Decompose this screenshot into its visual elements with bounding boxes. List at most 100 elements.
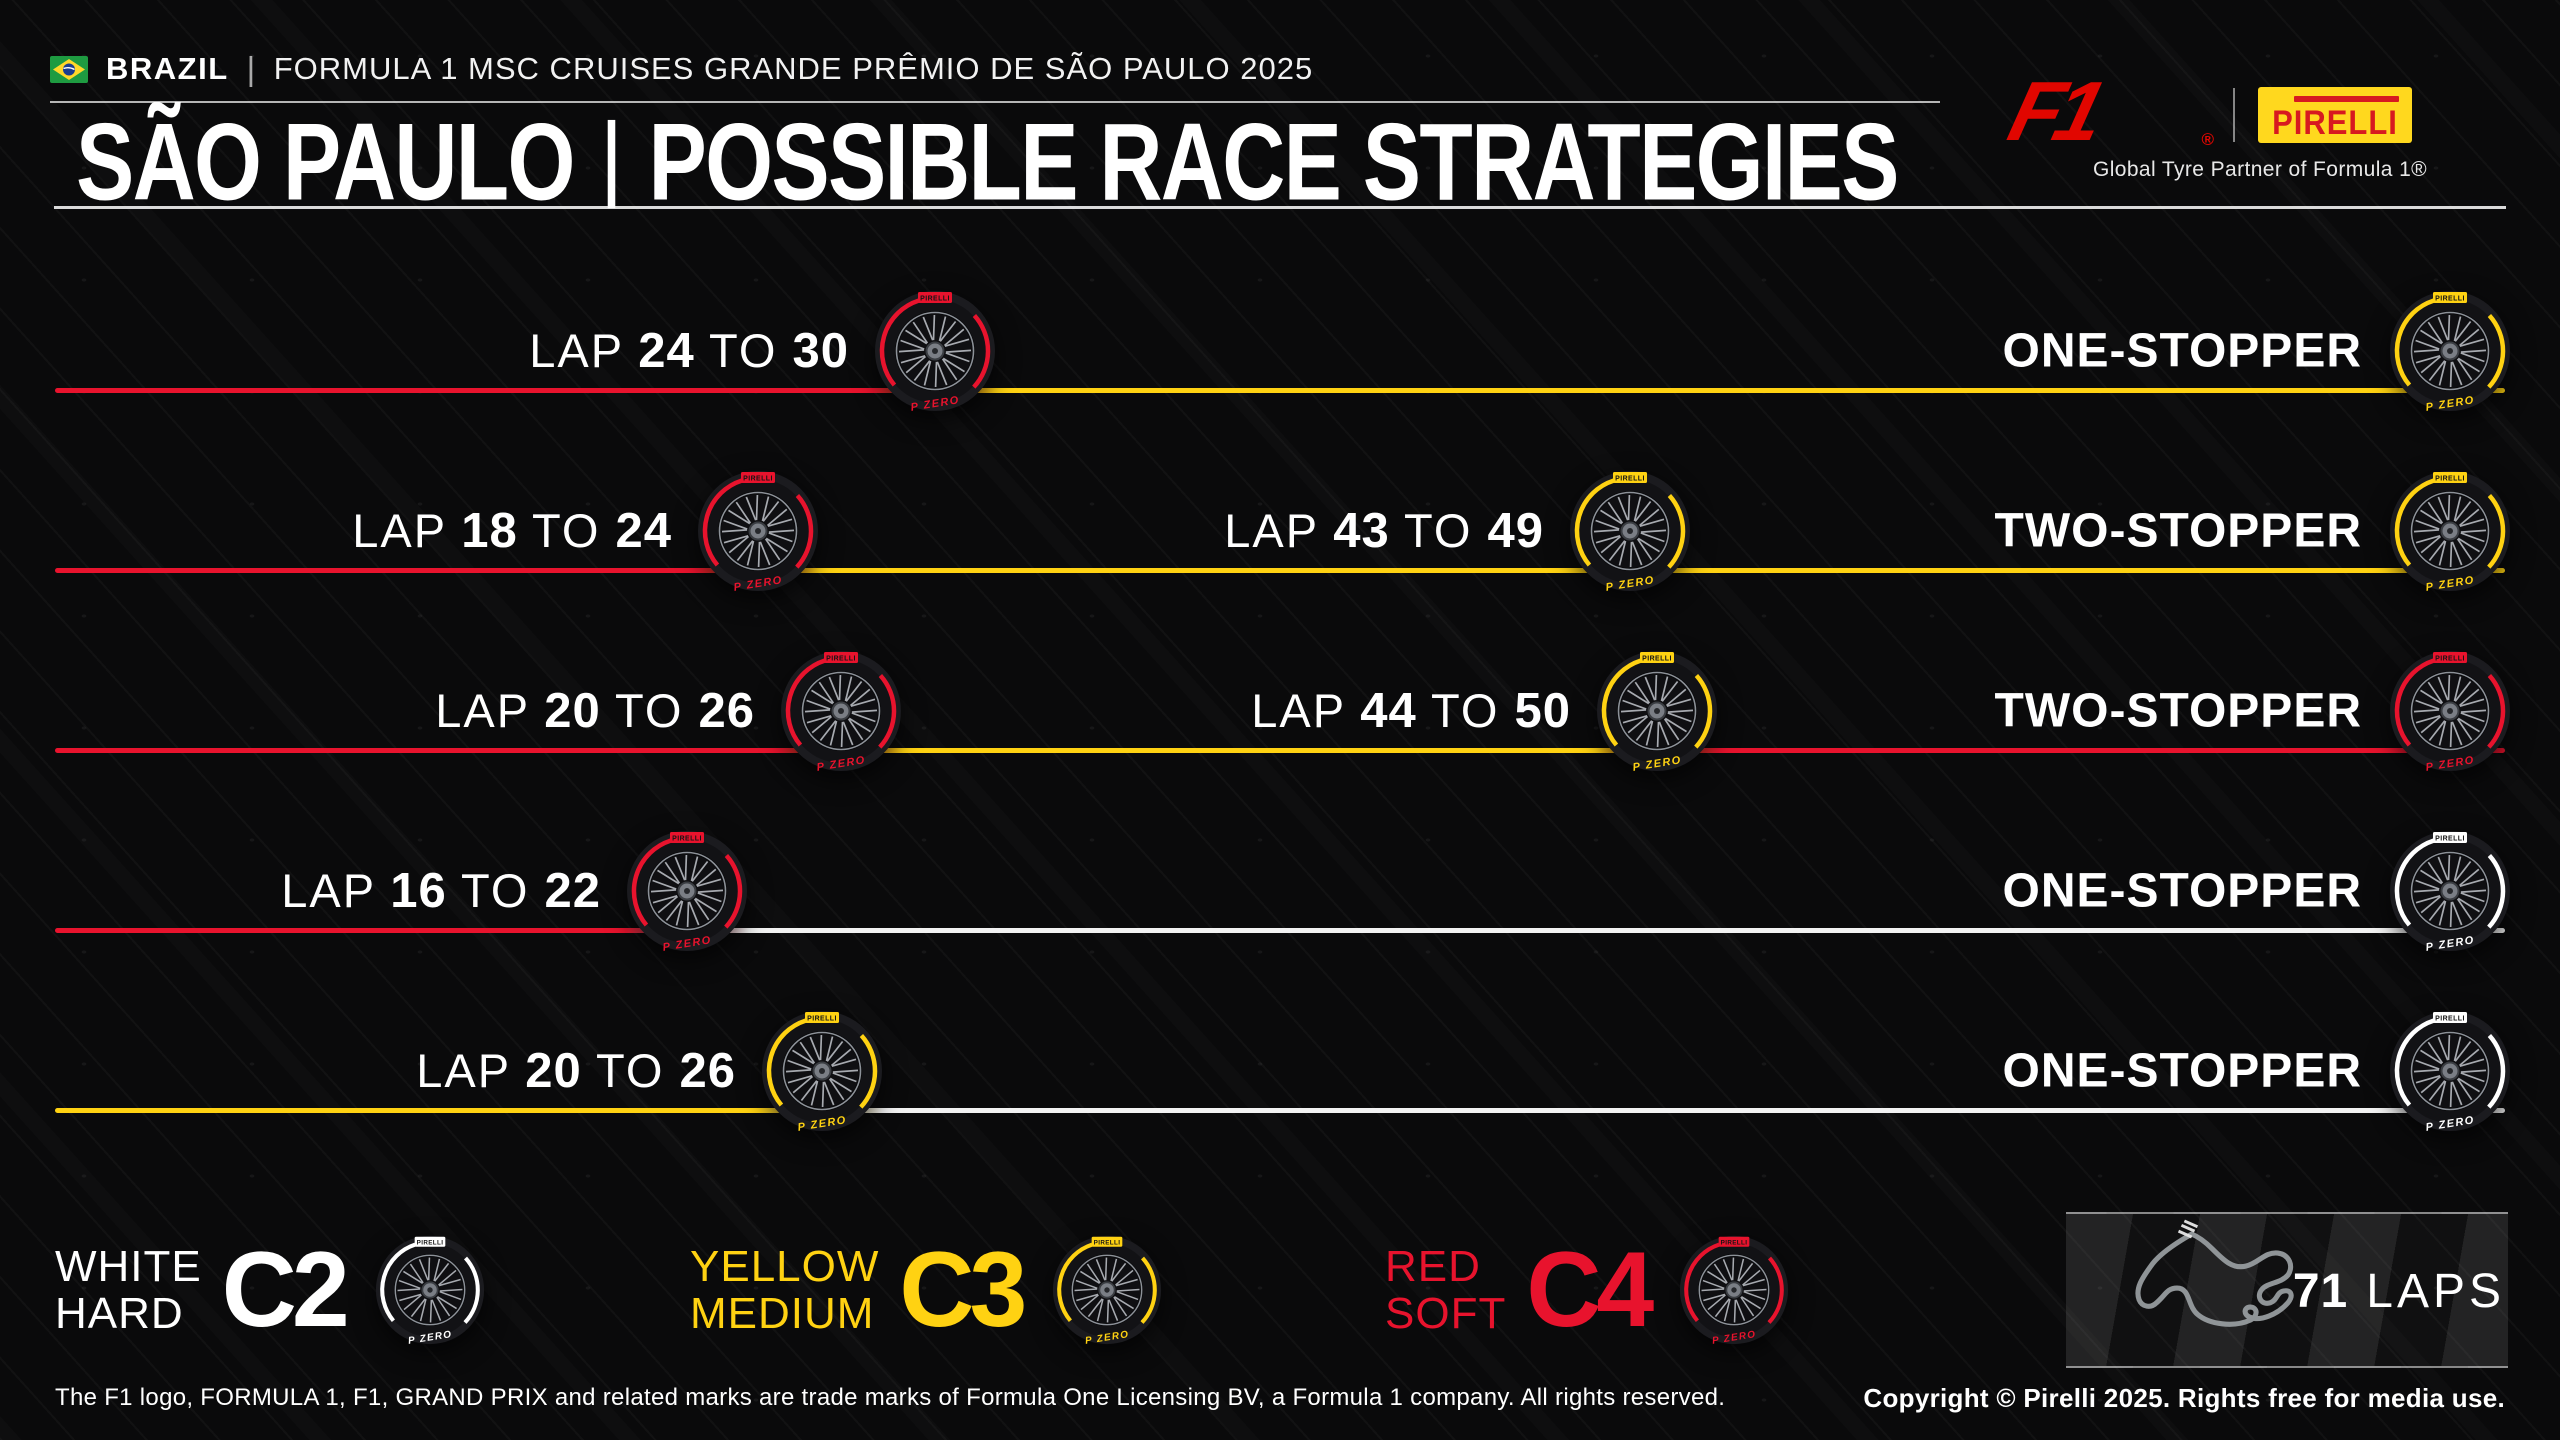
svg-text:PIRELLI: PIRELLI xyxy=(1615,476,1645,483)
svg-text:PIRELLI: PIRELLI xyxy=(920,296,950,303)
tyre-soft-icon: PIRELLI P ZERO xyxy=(627,831,747,952)
legend-tyre: PIRELLI P ZERO xyxy=(1679,1235,1789,1345)
tyre-hard-icon: PIRELLI P ZERO xyxy=(2390,831,2510,952)
pit-window-label: LAP 18 TO 24 xyxy=(352,504,672,558)
strategy-line xyxy=(55,388,2505,393)
interlagos-track-map xyxy=(2135,1219,2294,1327)
page-title: SÃO PAULO POSSIBLE RACE STRATEGIES xyxy=(76,101,1899,226)
svg-text:PIRELLI: PIRELLI xyxy=(416,1239,443,1246)
strategy-type-label: ONE-STOPPER xyxy=(2002,1044,2362,1098)
page-title-subject: POSSIBLE RACE STRATEGIES xyxy=(648,102,1899,224)
pit-window-label: LAP 24 TO 30 xyxy=(529,324,849,378)
footer-trademark-text: The F1 logo, FORMULA 1, F1, GRAND PRIX a… xyxy=(55,1384,1726,1411)
pit-stop-tyre: PIRELLI P ZERO xyxy=(1569,470,1691,592)
tyre-medium-icon: PIRELLI P ZERO xyxy=(1597,651,1717,772)
strategy-type-label: ONE-STOPPER xyxy=(2002,324,2362,378)
final-stint-tyre: PIRELLI P ZERO xyxy=(2389,830,2511,952)
tyre-soft-icon: PIRELLI P ZERO xyxy=(1680,1235,1789,1345)
tyre-medium-icon: PIRELLI P ZERO xyxy=(1053,1235,1162,1345)
pit-window-label: LAP 20 TO 26 xyxy=(435,684,755,738)
legend-item-medium: YELLOW MEDIUM C3 PIRELLI P ZERO xyxy=(690,1230,1162,1349)
final-stint-tyre: PIRELLI P ZERO xyxy=(2389,1010,2511,1132)
pirelli-logo: PIRELLI xyxy=(2258,87,2412,143)
strategy-line xyxy=(55,748,2505,753)
country-label: BRAZIL xyxy=(106,51,229,86)
svg-text:PIRELLI: PIRELLI xyxy=(2435,1016,2465,1023)
tyre-soft-icon: PIRELLI P ZERO xyxy=(875,291,995,412)
svg-text:PIRELLI: PIRELLI xyxy=(1642,656,1672,663)
tyre-medium-icon: PIRELLI P ZERO xyxy=(1570,471,1690,592)
pit-window-label: LAP 20 TO 26 xyxy=(416,1044,736,1098)
final-stint-tyre: PIRELLI P ZERO xyxy=(2389,290,2511,412)
pirelli-logo-text: PIRELLI xyxy=(2272,102,2398,142)
compound-name: WHITE HARD xyxy=(55,1241,202,1338)
pit-stop-tyre: PIRELLI P ZERO xyxy=(780,650,902,772)
svg-text:PIRELLI: PIRELLI xyxy=(807,1016,837,1023)
race-laps: 71 LAPS xyxy=(2293,1264,2505,1319)
laps-count: 71 xyxy=(2292,1265,2349,1318)
svg-text:PIRELLI: PIRELLI xyxy=(743,476,773,483)
tyre-medium-icon: PIRELLI P ZERO xyxy=(762,1011,882,1132)
strategy-line xyxy=(55,928,2505,933)
pit-window-label: LAP 43 TO 49 xyxy=(1224,504,1544,558)
pit-window-label: LAP 44 TO 50 xyxy=(1251,684,1571,738)
strategy-line xyxy=(55,1108,2505,1113)
header-separator: | xyxy=(246,50,256,87)
final-stint-tyre: PIRELLI P ZERO xyxy=(2389,650,2511,772)
tyre-hard-icon: PIRELLI P ZERO xyxy=(375,1235,484,1345)
strategy-row: LAP 20 TO 26 PIRELLI P ZERO LAP 44 TO 50… xyxy=(55,648,2510,778)
pit-stop-tyre: PIRELLI P ZERO xyxy=(1596,650,1718,772)
header-divider xyxy=(50,101,1940,103)
event-title: FORMULA 1 MSC CRUISES GRANDE PRÊMIO DE S… xyxy=(273,51,1314,86)
compound-name: YELLOW MEDIUM xyxy=(690,1241,880,1338)
svg-text:PIRELLI: PIRELLI xyxy=(1721,1239,1748,1246)
pit-stop-tyre: PIRELLI P ZERO xyxy=(626,830,748,952)
compound-code: C3 xyxy=(899,1229,1027,1350)
strategy-line xyxy=(55,568,2505,573)
legend-item-hard: WHITE HARD C2 PIRELLI P ZERO xyxy=(55,1230,485,1349)
svg-text:PIRELLI: PIRELLI xyxy=(2435,296,2465,303)
partner-tagline: Global Tyre Partner of Formula 1® xyxy=(2092,158,2428,181)
svg-text:PIRELLI: PIRELLI xyxy=(2435,656,2465,663)
footer-copyright-text: Copyright © Pirelli 2025. Rights free fo… xyxy=(1863,1383,2505,1413)
checkered-flag-graphic xyxy=(2066,1212,2508,1368)
tyre-soft-icon: PIRELLI P ZERO xyxy=(698,471,818,592)
pit-window-label: LAP 16 TO 22 xyxy=(281,864,601,918)
f1-logo-text: F1 xyxy=(2000,64,2108,158)
pirelli-logo-bar xyxy=(2294,96,2399,102)
svg-text:PIRELLI: PIRELLI xyxy=(2435,476,2465,483)
page-title-location: SÃO PAULO xyxy=(76,102,575,224)
compound-name: RED SOFT xyxy=(1385,1241,1507,1338)
f1-logo: F1 ® xyxy=(2000,64,2214,158)
svg-text:PIRELLI: PIRELLI xyxy=(826,656,856,663)
compound-code: C4 xyxy=(1526,1229,1654,1350)
strategy-type-label: TWO-STOPPER xyxy=(1994,504,2362,558)
laps-label: LAPS xyxy=(2366,1265,2505,1318)
tyre-soft-icon: PIRELLI P ZERO xyxy=(781,651,901,772)
title-divider xyxy=(54,206,2506,209)
tyre-medium-icon: PIRELLI P ZERO xyxy=(2390,291,2510,412)
svg-text:PIRELLI: PIRELLI xyxy=(1094,1239,1121,1246)
final-stint-tyre: PIRELLI P ZERO xyxy=(2389,470,2511,592)
pit-stop-tyre: PIRELLI P ZERO xyxy=(697,470,819,592)
legend-item-soft: RED SOFT C4 PIRELLI P ZERO xyxy=(1385,1230,1789,1349)
strategy-row: LAP 20 TO 26 PIRELLI P ZERO ONE-STOPPER … xyxy=(55,1008,2510,1138)
brazil-flag-icon xyxy=(50,55,88,83)
strategy-row: LAP 24 TO 30 PIRELLI P ZERO ONE-STOPPER … xyxy=(55,288,2510,418)
tyre-soft-icon: PIRELLI P ZERO xyxy=(2390,651,2510,772)
title-separator-bar xyxy=(607,119,615,208)
legend-tyre: PIRELLI P ZERO xyxy=(1052,1235,1162,1345)
strategy-row: LAP 18 TO 24 PIRELLI P ZERO LAP 43 TO 49… xyxy=(55,468,2510,598)
svg-text:PIRELLI: PIRELLI xyxy=(2435,836,2465,843)
strategy-type-label: ONE-STOPPER xyxy=(2002,864,2362,918)
registered-mark: ® xyxy=(2201,130,2214,149)
compound-code: C2 xyxy=(221,1229,350,1350)
event-header: BRAZIL | FORMULA 1 MSC CRUISES GRANDE PR… xyxy=(50,50,1313,88)
svg-text:PIRELLI: PIRELLI xyxy=(672,836,702,843)
logo-divider xyxy=(2233,88,2235,142)
strategy-type-label: TWO-STOPPER xyxy=(1994,684,2362,738)
strategy-row: LAP 16 TO 22 PIRELLI P ZERO ONE-STOPPER … xyxy=(55,828,2510,958)
legend-tyre: PIRELLI P ZERO xyxy=(375,1235,485,1345)
tyre-hard-icon: PIRELLI P ZERO xyxy=(2390,1011,2510,1132)
